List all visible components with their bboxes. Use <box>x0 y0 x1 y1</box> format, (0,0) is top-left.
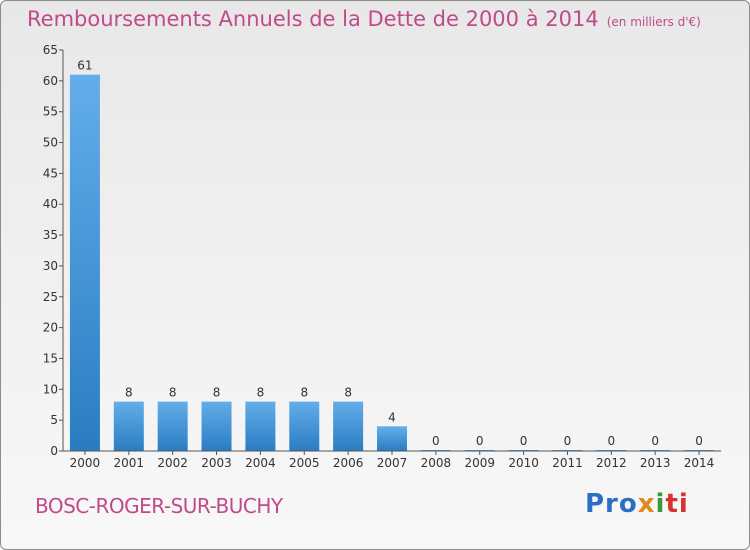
y-tick-label: 30 <box>43 259 58 273</box>
y-tick-label: 40 <box>43 197 58 211</box>
x-tick-label-2014: 2014 <box>684 456 715 470</box>
x-tick-label-2011: 2011 <box>552 456 583 470</box>
y-tick-label: 10 <box>43 382 58 396</box>
chart-title-text: Remboursements Annuels de la Dette de 20… <box>27 7 599 31</box>
x-tick-label-2000: 2000 <box>70 456 101 470</box>
x-tick-label-2001: 2001 <box>114 456 145 470</box>
x-tick-label-2013: 2013 <box>640 456 671 470</box>
data-label-2006: 8 <box>344 386 352 400</box>
data-label-2010: 0 <box>520 434 528 448</box>
y-tick-label: 35 <box>43 228 58 242</box>
data-label-2011: 0 <box>564 434 572 448</box>
y-tick-label: 25 <box>43 290 58 304</box>
bar-2001 <box>113 401 144 451</box>
logo-part: x <box>637 489 656 519</box>
bar-2007 <box>377 426 407 451</box>
y-tick-label: 0 <box>50 444 58 458</box>
bar-2002 <box>157 401 188 451</box>
data-label-2009: 0 <box>476 434 484 448</box>
x-tick-label-2002: 2002 <box>157 456 188 470</box>
data-label-2013: 0 <box>651 434 659 448</box>
data-label-2000: 61 <box>77 59 92 73</box>
y-tick-label: 20 <box>43 321 58 335</box>
data-label-2008: 0 <box>432 434 440 448</box>
x-tick-label-2006: 2006 <box>333 456 364 470</box>
x-tick-label-2008: 2008 <box>421 456 452 470</box>
bar-2005 <box>289 401 320 451</box>
x-axis: 2000 2001 2002 2003 2004 2005 2006 2007 2008 2009… <box>63 450 721 470</box>
data-label-2014: 0 <box>695 434 703 448</box>
x-tick-label-2005: 2005 <box>289 456 320 470</box>
logo-part: i <box>655 489 666 519</box>
y-tick-label: 50 <box>43 136 58 150</box>
data-label-2007: 4 <box>388 410 396 424</box>
x-tick-label-2012: 2012 <box>596 456 627 470</box>
bar-2000 <box>69 74 100 451</box>
data-label-2001: 8 <box>125 386 133 400</box>
x-tick-label-2004: 2004 <box>245 456 276 470</box>
y-tick-label: 15 <box>43 351 58 365</box>
data-label-2004: 8 <box>257 386 265 400</box>
commune-name: BOSC-ROGER-SUR-BUCHY <box>35 494 283 518</box>
y-axis: 0 5 10 15 20 25 30 35 40 45 50 55 60 65 <box>43 43 64 458</box>
x-tick-label-2003: 2003 <box>201 456 232 470</box>
y-tick-label: 5 <box>50 413 58 427</box>
bar-2003 <box>201 401 232 451</box>
data-label-2005: 8 <box>300 386 308 400</box>
chart-unit: (en milliers d'€) <box>606 15 701 29</box>
x-tick-label-2007: 2007 <box>377 456 408 470</box>
y-tick-label: 55 <box>43 105 58 119</box>
data-label-2012: 0 <box>608 434 616 448</box>
proxiti-logo: Proxiti <box>585 489 689 519</box>
y-tick-label: 60 <box>43 74 58 88</box>
data-label-2002: 8 <box>169 386 177 400</box>
bars: 61 8 8 8 8 8 8 4 0 0 0 0 0 0 0 <box>69 59 715 451</box>
x-tick-label-2009: 2009 <box>464 456 495 470</box>
bar-2004 <box>245 401 276 451</box>
data-label-2003: 8 <box>213 386 221 400</box>
y-tick-label: 45 <box>43 166 58 180</box>
chart-title: Remboursements Annuels de la Dette de 20… <box>27 7 701 31</box>
y-tick-label: 65 <box>43 43 58 57</box>
x-tick-label-2010: 2010 <box>508 456 539 470</box>
bar-2006 <box>333 401 364 451</box>
logo-part: Pro <box>585 489 638 519</box>
logo-part: ti <box>665 489 689 519</box>
